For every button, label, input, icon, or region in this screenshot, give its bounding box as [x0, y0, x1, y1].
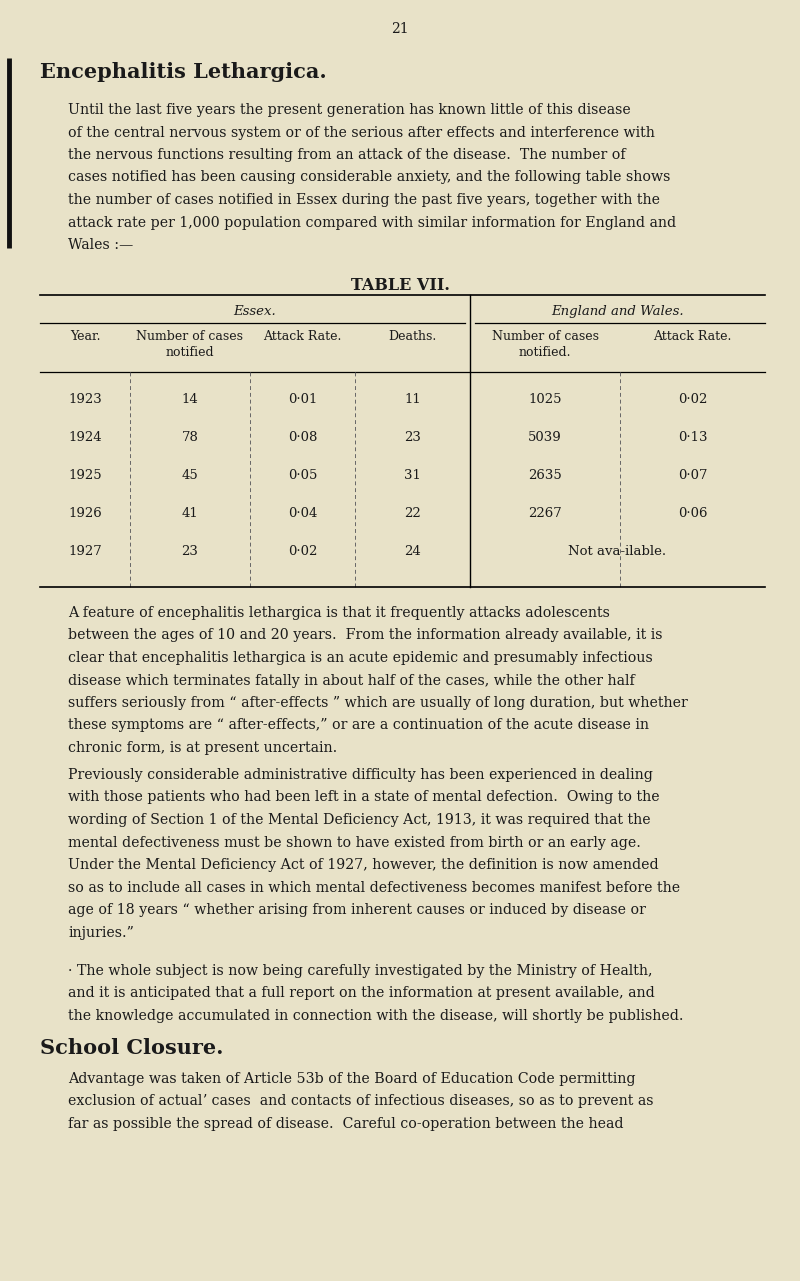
Text: Attack Rate.: Attack Rate. [263, 330, 342, 343]
Text: Year.: Year. [70, 330, 100, 343]
Text: 0·13: 0·13 [678, 430, 707, 445]
Text: 1926: 1926 [68, 507, 102, 520]
Text: these symptoms are “ after-effects,” or are a continuation of the acute disease : these symptoms are “ after-effects,” or … [68, 719, 649, 733]
Text: 1924: 1924 [68, 430, 102, 445]
Text: far as possible the spread of disease.  Careful co-operation between the head: far as possible the spread of disease. C… [68, 1117, 623, 1131]
Text: Essex.: Essex. [234, 305, 276, 318]
Text: injuries.”: injuries.” [68, 925, 134, 939]
Text: suffers seriously from “ after-effects ” which are usually of long duration, but: suffers seriously from “ after-effects ”… [68, 696, 688, 710]
Text: 0·01: 0·01 [288, 393, 317, 406]
Text: 78: 78 [182, 430, 198, 445]
Text: Under the Mental Deficiency Act of 1927, however, the definition is now amended: Under the Mental Deficiency Act of 1927,… [68, 858, 658, 872]
Text: the nervous functions resulting from an attack of the disease.  The number of: the nervous functions resulting from an … [68, 149, 626, 161]
Text: disease which terminates fatally in about half of the cases, while the other hal: disease which terminates fatally in abou… [68, 674, 634, 688]
Text: Encephalitis Lethargica.: Encephalitis Lethargica. [40, 61, 326, 82]
Text: 0·04: 0·04 [288, 507, 317, 520]
Text: between the ages of 10 and 20 years.  From the information already available, it: between the ages of 10 and 20 years. Fro… [68, 629, 662, 643]
Text: with those patients who had been left in a state of mental defection.  Owing to : with those patients who had been left in… [68, 790, 660, 804]
Text: and it is anticipated that a full report on the information at present available: and it is anticipated that a full report… [68, 986, 654, 1000]
Text: so as to include all cases in which mental defectiveness becomes manifest before: so as to include all cases in which ment… [68, 880, 680, 894]
Text: Deaths.: Deaths. [388, 330, 437, 343]
Text: 22: 22 [404, 507, 421, 520]
Text: the knowledge accumulated in connection with the disease, will shortly be publis: the knowledge accumulated in connection … [68, 1009, 683, 1024]
Text: 24: 24 [404, 544, 421, 559]
Text: 0·08: 0·08 [288, 430, 317, 445]
Text: the number of cases notified in Essex during the past five years, together with : the number of cases notified in Essex du… [68, 193, 660, 208]
Text: 31: 31 [404, 469, 421, 482]
Text: 0·06: 0·06 [678, 507, 707, 520]
Text: age of 18 years “ whether arising from inherent causes or induced by disease or: age of 18 years “ whether arising from i… [68, 903, 646, 917]
Text: Number of cases
notified.: Number of cases notified. [491, 330, 598, 359]
Text: mental defectiveness must be shown to have existed from birth or an early age.: mental defectiveness must be shown to ha… [68, 835, 641, 849]
Text: 23: 23 [182, 544, 198, 559]
Text: 21: 21 [391, 22, 409, 36]
Text: exclusion of actualʼ cases  and contacts of infectious diseases, so as to preven: exclusion of actualʼ cases and contacts … [68, 1094, 654, 1108]
Text: 0·05: 0·05 [288, 469, 317, 482]
Text: 2267: 2267 [528, 507, 562, 520]
Text: 41: 41 [182, 507, 198, 520]
Text: School Closure.: School Closure. [40, 1038, 223, 1058]
Text: · The whole subject is now being carefully investigated by the Ministry of Healt: · The whole subject is now being careful… [68, 965, 653, 977]
Text: 1923: 1923 [68, 393, 102, 406]
Text: Advantage was taken of Article 53b of the Board of Education Code permitting: Advantage was taken of Article 53b of th… [68, 1072, 635, 1086]
Text: England and Wales.: England and Wales. [551, 305, 684, 318]
Text: 1025: 1025 [528, 393, 562, 406]
Text: A feature of encephalitis lethargica is that it frequently attacks adolescents: A feature of encephalitis lethargica is … [68, 606, 610, 620]
Text: Wales :—: Wales :— [68, 238, 134, 252]
Text: Previously considerable administrative difficulty has been experienced in dealin: Previously considerable administrative d… [68, 769, 653, 781]
Text: 45: 45 [182, 469, 198, 482]
Text: 1925: 1925 [68, 469, 102, 482]
Text: 2635: 2635 [528, 469, 562, 482]
Text: Until the last five years the present generation has known little of this diseas: Until the last five years the present ge… [68, 102, 630, 117]
Text: 23: 23 [404, 430, 421, 445]
Text: Attack Rate.: Attack Rate. [654, 330, 732, 343]
Text: 5039: 5039 [528, 430, 562, 445]
Text: TABLE VII.: TABLE VII. [350, 277, 450, 295]
Text: cases notified has been causing considerable anxiety, and the following table sh: cases notified has been causing consider… [68, 170, 670, 184]
Text: chronic form, is at present uncertain.: chronic form, is at present uncertain. [68, 740, 338, 755]
Text: 0·02: 0·02 [288, 544, 317, 559]
Text: attack rate per 1,000 population compared with similar information for England a: attack rate per 1,000 population compare… [68, 215, 676, 229]
Text: 14: 14 [182, 393, 198, 406]
Text: wording of Section 1 of the Mental Deficiency Act, 1913, it was required that th: wording of Section 1 of the Mental Defic… [68, 813, 650, 828]
Text: Number of cases
notified: Number of cases notified [137, 330, 243, 359]
Text: clear that encephalitis lethargica is an acute epidemic and presumably infectiou: clear that encephalitis lethargica is an… [68, 651, 653, 665]
Text: 1927: 1927 [68, 544, 102, 559]
Text: Not ava­ilable.: Not ava­ilable. [569, 544, 666, 559]
Text: 0·02: 0·02 [678, 393, 707, 406]
Text: 11: 11 [404, 393, 421, 406]
Text: 0·07: 0·07 [678, 469, 707, 482]
Text: of the central nervous system or of the serious after effects and interference w: of the central nervous system or of the … [68, 126, 655, 140]
